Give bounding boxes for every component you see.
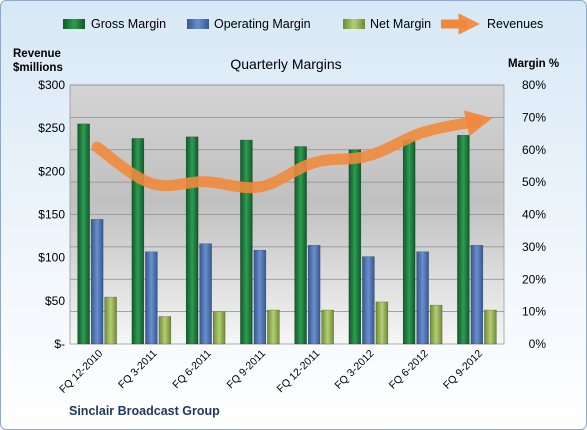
bar-gross-margin bbox=[185, 136, 199, 345]
bar-gross-margin bbox=[348, 149, 362, 345]
bar-operating-margin bbox=[253, 249, 267, 345]
left-tick-label: $150 bbox=[38, 208, 65, 222]
right-tick-label: 70% bbox=[522, 110, 546, 124]
bar-net-margin bbox=[429, 304, 443, 345]
left-tick-label: $300 bbox=[38, 78, 65, 92]
legend-label-net-margin: Net Margin bbox=[370, 17, 431, 31]
right-axis-label: Margin % bbox=[508, 58, 559, 70]
left-tick-label: $100 bbox=[38, 251, 65, 265]
bar-operating-margin bbox=[362, 256, 375, 345]
x-tick-label: FQ 12-2011 bbox=[275, 348, 323, 396]
left-axis-label-line1: Revenue bbox=[13, 48, 61, 60]
right-tick-label: 60% bbox=[522, 143, 546, 157]
bar-net-margin bbox=[321, 309, 334, 345]
legend-swatch-gross-margin bbox=[63, 19, 85, 29]
bar-gross-margin bbox=[240, 139, 253, 345]
right-tick-label: 10% bbox=[522, 305, 546, 319]
bar-operating-margin bbox=[470, 245, 484, 345]
bar-gross-margin bbox=[294, 146, 307, 345]
right-axis-ticks: 0% 10% 20% 30% 40% 50% 60% 70% 80% bbox=[522, 78, 546, 351]
x-tick-label: FQ 9-2012 bbox=[441, 348, 485, 392]
left-tick-label: $50 bbox=[45, 294, 65, 308]
right-tick-label: 30% bbox=[522, 240, 546, 254]
bar-gross-margin bbox=[77, 123, 90, 345]
legend-swatch-net-margin bbox=[343, 19, 365, 29]
bar-operating-margin bbox=[145, 251, 158, 345]
bar-net-margin bbox=[375, 301, 389, 345]
chart-title: Quarterly Margins bbox=[230, 56, 341, 72]
x-axis-ticks: FQ 12-2010 FQ 3-2011 FQ 6-2011 FQ 9-2011 FQ … bbox=[57, 348, 485, 396]
bar-gross-margin bbox=[402, 139, 416, 345]
right-tick-label: 0% bbox=[529, 337, 547, 351]
x-tick-label: FQ 12-2010 bbox=[57, 348, 105, 396]
legend-label-gross-margin: Gross Margin bbox=[91, 17, 166, 31]
x-tick-label: FQ 6-2012 bbox=[387, 348, 431, 392]
legend-label-operating-margin: Operating Margin bbox=[214, 17, 311, 31]
legend-swatch-operating-margin bbox=[187, 19, 209, 29]
bar-net-margin bbox=[158, 316, 172, 345]
left-tick-label: $- bbox=[54, 337, 65, 351]
bar-operating-margin bbox=[90, 219, 104, 345]
x-tick-label: FQ 3-2011 bbox=[116, 348, 160, 392]
revenue-line bbox=[91, 110, 493, 194]
right-tick-label: 20% bbox=[522, 272, 546, 286]
footer-company: Sinclair Broadcast Group bbox=[69, 404, 220, 418]
bar-net-margin bbox=[104, 296, 117, 345]
right-tick-label: 40% bbox=[522, 208, 546, 222]
left-axis-label-line2: $millions bbox=[13, 62, 63, 74]
left-axis-ticks: $- $50 $100 $150 $200 $250 $300 bbox=[38, 78, 65, 351]
bar-net-margin bbox=[267, 309, 280, 345]
bar-operating-margin bbox=[416, 251, 429, 345]
left-tick-label: $250 bbox=[38, 121, 65, 135]
left-tick-label: $200 bbox=[38, 164, 65, 178]
bar-gross-margin bbox=[131, 138, 145, 345]
bar-operating-margin bbox=[307, 245, 321, 345]
bar-net-margin bbox=[212, 311, 226, 345]
right-tick-label: 80% bbox=[522, 78, 546, 92]
x-tick-label: FQ 3-2012 bbox=[333, 348, 377, 392]
legend-label-revenues: Revenues bbox=[487, 17, 543, 31]
legend: Gross Margin Operating Margin Net Margin… bbox=[63, 13, 543, 35]
x-tick-label: FQ 6-2011 bbox=[170, 348, 214, 392]
x-tick-label: FQ 9-2011 bbox=[225, 348, 269, 392]
revenue-line-layer bbox=[91, 110, 493, 194]
right-tick-label: 50% bbox=[522, 175, 546, 189]
bar-operating-margin bbox=[199, 243, 212, 345]
bar-gross-margin bbox=[457, 134, 470, 345]
bar-net-margin bbox=[484, 309, 497, 345]
